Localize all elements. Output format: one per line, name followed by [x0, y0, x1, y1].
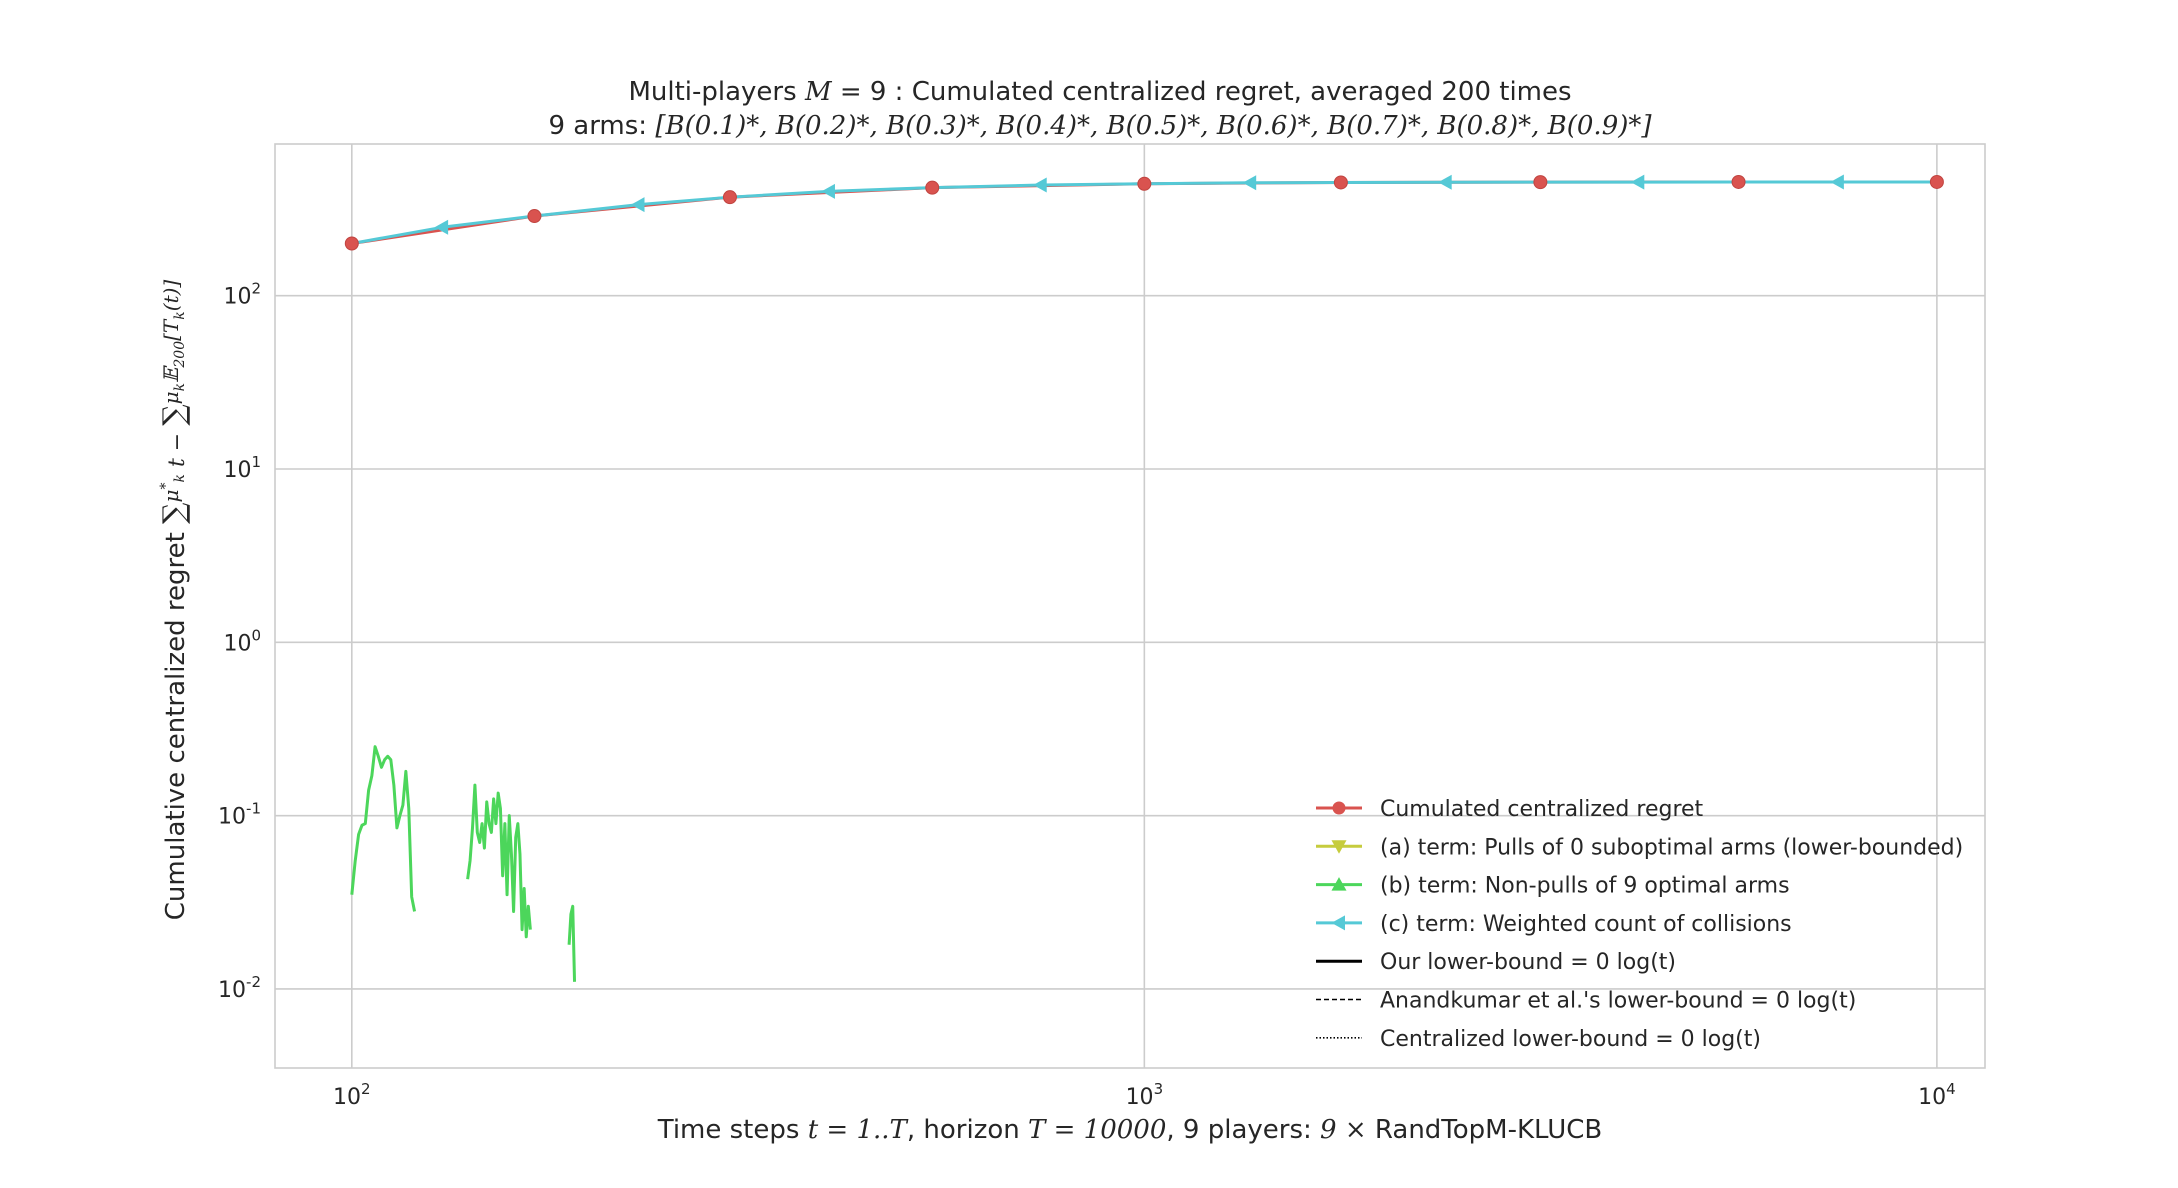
series-c-point [1242, 175, 1257, 191]
series-regret-point [1333, 175, 1348, 190]
legend-entry: Cumulated centralized regret [1316, 797, 1704, 822]
legend-marker [1332, 801, 1346, 815]
series-layer [344, 174, 1944, 982]
y-tick-label: 10-2 [218, 973, 261, 1003]
series-regret-point [925, 180, 940, 195]
series-c-point [821, 183, 835, 199]
grid [275, 144, 1985, 1068]
legend-entry: Anandkumar et al.'s lower-bound = 0 log(… [1316, 989, 1856, 1014]
y-axis-ticks: 10-2 10-1 100 101 102 [218, 280, 261, 1003]
series-regret-point [527, 209, 542, 224]
x-axis-ticks: 102 103 104 [333, 1080, 1956, 1110]
y-tick-label: 100 [223, 626, 261, 656]
legend-entry: Our lower-bound = 0 log(t) [1316, 950, 1676, 975]
legend-marker [1331, 840, 1347, 854]
legend-marker [1331, 877, 1347, 891]
series-regret-point [1731, 174, 1746, 189]
y-tick-label: 101 [223, 453, 261, 483]
legend-entry: (c) term: Weighted count of collisions [1316, 912, 1792, 937]
series-c-point [1438, 174, 1452, 190]
legend: Cumulated centralized regret (a) term: Pu… [1316, 797, 1963, 1052]
y-axis-label: Cumulative centralized regret ∑μ*k t − ∑… [157, 280, 192, 921]
chart-subtitle: 9 arms: [B(0.1)*, B(0.2)*, B(0.3)*, B(0.… [548, 111, 1652, 141]
plot-frame [274, 143, 1986, 1069]
x-axis-label: Time steps t = 1..T, horizon T = 10000, … [657, 1115, 1603, 1145]
legend-label: Our lower-bound = 0 log(t) [1380, 950, 1676, 975]
svg-text:Cumulative centralized regret: Cumulative centralized regret ∑μ*k t − ∑… [157, 280, 192, 921]
series-c-point [1830, 174, 1844, 190]
series-regret-point [1533, 175, 1548, 190]
legend-label: (a) term: Pulls of 0 suboptimal arms (lo… [1380, 835, 1963, 860]
x-tick-label: 104 [1918, 1080, 1956, 1110]
legend-entry: Centralized lower-bound = 0 log(t) [1316, 1027, 1761, 1052]
series-b-line [567, 904, 577, 982]
legend-marker [1331, 915, 1345, 931]
series-regret-point [722, 190, 737, 205]
series-regret-point [1929, 174, 1944, 189]
series-c-point [1630, 174, 1645, 190]
series-b-line [466, 783, 532, 939]
series-c-point [1033, 177, 1047, 193]
y-tick-label: 102 [223, 280, 261, 310]
x-tick-label: 102 [333, 1080, 371, 1110]
x-tick-label: 103 [1126, 1080, 1164, 1110]
chart-title: Multi-players M = 9 : Cumulated centrali… [628, 77, 1571, 107]
legend-label: (c) term: Weighted count of collisions [1380, 912, 1792, 937]
series-c-point [630, 197, 645, 213]
legend-label: (b) term: Non-pulls of 9 optimal arms [1380, 874, 1790, 899]
series-regret-point [344, 236, 359, 251]
series-b-line [350, 745, 417, 912]
legend-entry: (a) term: Pulls of 0 suboptimal arms (lo… [1316, 835, 1963, 860]
series-c-point [434, 219, 449, 235]
legend-entry: (b) term: Non-pulls of 9 optimal arms [1316, 874, 1790, 899]
y-tick-label: 10-1 [218, 800, 261, 830]
legend-label: Anandkumar et al.'s lower-bound = 0 log(… [1380, 989, 1856, 1014]
legend-label: Cumulated centralized regret [1380, 797, 1704, 822]
series-regret-point [1137, 176, 1152, 191]
legend-label: Centralized lower-bound = 0 log(t) [1380, 1027, 1761, 1052]
